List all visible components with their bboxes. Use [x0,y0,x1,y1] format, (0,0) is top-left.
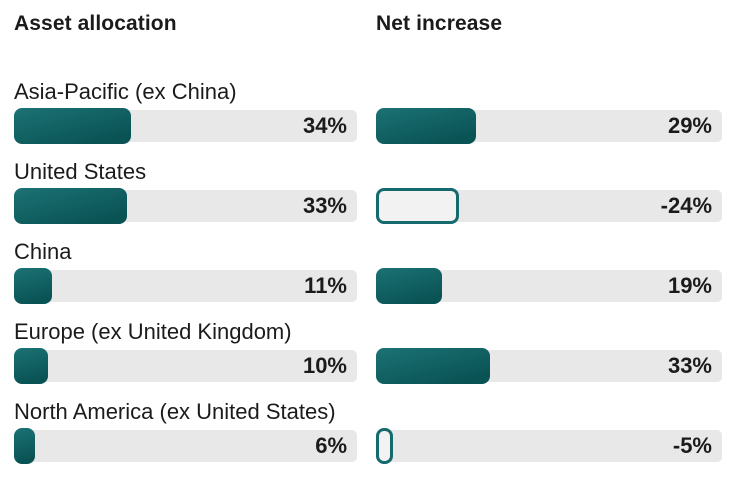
allocation-cell: China 11% [14,238,357,304]
allocation-bar-track [14,270,357,302]
allocation-bar-fill [14,428,35,464]
category-label: United States [14,159,147,184]
category-label: Europe (ex United Kingdom) [14,319,292,344]
allocation-bar: 33% [14,188,357,224]
allocation-value-label: 10% [302,353,347,378]
allocation-cell: Europe (ex United Kingdom) 10% [14,318,357,384]
net-increase-value-label: 19% [667,273,712,298]
allocation-cell: North America (ex United States) 6% [14,398,357,464]
allocation-value-label: 34% [302,113,347,138]
chart-row-china: China 11% 19% [14,224,737,304]
chart-row-asia-pacific: Asia-Pacific (ex China) 34% 29% [14,64,737,144]
net-increase-cell: 29% [376,78,722,144]
allocation-bar: 34% [14,108,357,144]
net-increase-bar: 33% [376,348,722,384]
allocation-value-label: 11% [304,273,347,298]
allocation-bar-fill [14,268,52,304]
chart-row-europe: Europe (ex United Kingdom) 10% 33% [14,304,737,384]
net-increase-value-label: -24% [660,193,712,218]
allocation-value-label: 6% [315,433,347,458]
chart-rows: Asia-Pacific (ex China) 34% 29% United S… [14,64,737,464]
allocation-bar-track [14,430,357,462]
column-header-asset-allocation: Asset allocation [14,12,177,35]
net-increase-bar-track [376,430,722,462]
net-increase-bar-fill [376,188,460,224]
allocation-cell: United States 33% [14,158,357,224]
net-increase-value-label: -5% [672,433,712,458]
dual-bar-chart: Asset allocation Net increase Asia-Pacif… [14,12,737,464]
category-label: North America (ex United States) [14,399,336,424]
allocation-bar-fill [14,348,49,384]
category-label: China [14,239,72,264]
allocation-bar: 10% [14,348,357,384]
net-increase-cell: -24% [376,158,722,224]
allocation-bar-fill [14,108,131,144]
chart-row-north-america: North America (ex United States) 6% -5% [14,384,737,464]
allocation-bar: 6% [14,428,357,464]
allocation-cell: Asia-Pacific (ex China) 34% [14,78,357,144]
column-headers: Asset allocation Net increase [14,12,737,36]
category-label: Asia-Pacific (ex China) [14,79,237,104]
net-increase-bar: 19% [376,268,722,304]
allocation-bar-fill [14,188,128,224]
net-increase-bar-fill [376,428,394,464]
chart-row-united-states: United States 33% -24% [14,144,737,224]
net-increase-bar: 29% [376,108,722,144]
net-increase-bar-fill [376,348,491,384]
net-increase-bar: -5% [376,428,722,464]
net-increase-cell: -5% [376,398,722,464]
allocation-bar: 11% [14,268,357,304]
net-increase-bar: -24% [376,188,722,224]
column-header-net-increase: Net increase [376,12,503,35]
allocation-value-label: 33% [302,193,347,218]
net-increase-cell: 19% [376,238,722,304]
net-increase-value-label: 29% [667,113,712,138]
net-increase-value-label: 33% [667,353,712,378]
allocation-bar-track [14,350,357,382]
net-increase-bar-fill [376,108,477,144]
net-increase-bar-fill [376,268,442,304]
net-increase-cell: 33% [376,318,722,384]
